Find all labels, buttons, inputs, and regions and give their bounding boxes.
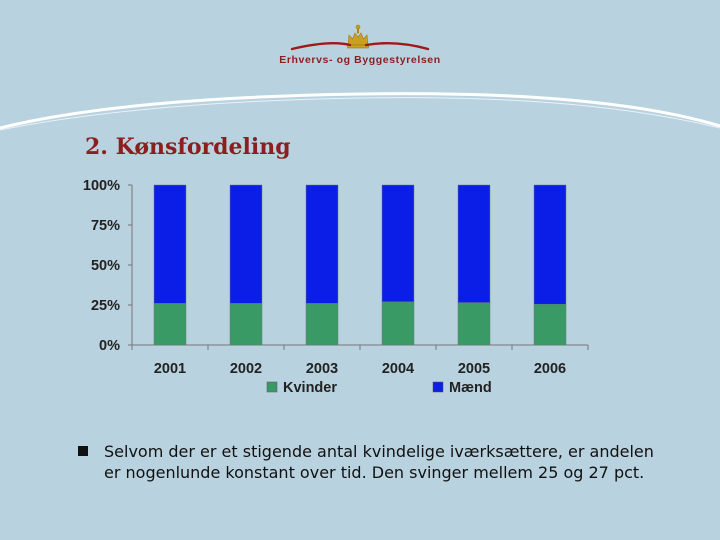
y-tick-label: 75% — [91, 218, 120, 234]
legend-swatch — [432, 381, 444, 393]
bar-segment-mænd — [457, 184, 491, 303]
bar-segment-kvinder — [305, 303, 339, 346]
bullet-text: Selvom der er et stigende antal kvindeli… — [104, 442, 654, 482]
y-tick-label: 25% — [91, 298, 120, 314]
x-tick-label: 2004 — [382, 361, 414, 377]
bar-segment-mænd — [153, 184, 187, 304]
logo-swoosh-line — [290, 42, 430, 51]
x-tick-label: 2003 — [306, 361, 338, 377]
bar-segment-kvinder — [457, 302, 491, 346]
crown-icon — [347, 24, 369, 49]
legend-label: Kvinder — [283, 380, 337, 396]
x-tick-label: 2006 — [534, 361, 566, 377]
legend-swatch — [266, 381, 278, 393]
x-tick-label: 2005 — [458, 361, 490, 377]
stacked-bar-chart: 0% 25% 50% 75% 100% 2001 2002 2003 2004 2005 2006… — [83, 178, 589, 396]
y-tick-label: 100% — [83, 178, 120, 194]
bar-segment-kvinder — [533, 303, 567, 346]
decorative-swoosh — [0, 92, 720, 131]
organization-name: Erhvervs- og Byggestyrelsen — [279, 54, 441, 66]
bar-segment-mænd — [305, 184, 339, 304]
y-tick-label: 0% — [99, 338, 120, 354]
slide-title: 2. Kønsfordeling — [85, 134, 291, 160]
bar-segment-kvinder — [381, 301, 415, 346]
square-bullet-icon — [78, 446, 88, 456]
bar-segment-mænd — [229, 184, 263, 304]
legend-label: Mænd — [449, 380, 492, 396]
header-logo — [290, 24, 430, 51]
y-tick-label: 50% — [91, 258, 120, 274]
bar-segment-kvinder — [153, 303, 187, 346]
bar-segment-mænd — [533, 184, 567, 305]
x-tick-label: 2002 — [230, 361, 262, 377]
bar-segment-kvinder — [229, 303, 263, 346]
bar-segment-mænd — [381, 184, 415, 303]
x-tick-label: 2001 — [154, 361, 186, 377]
